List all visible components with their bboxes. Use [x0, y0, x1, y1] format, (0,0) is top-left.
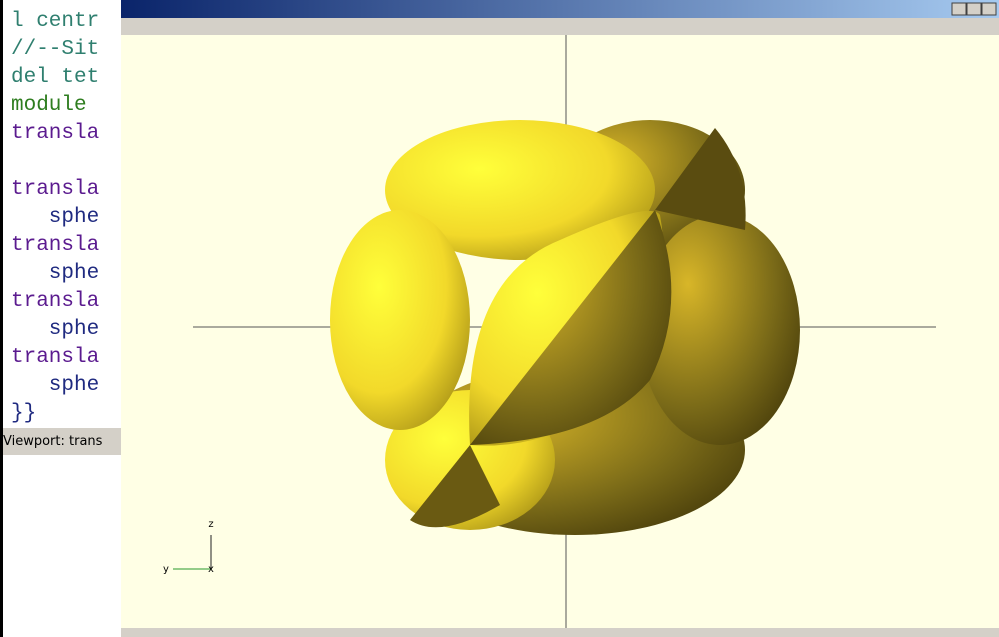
- code-line: transla: [11, 346, 100, 369]
- code-line: del tet: [11, 66, 100, 89]
- viewport[interactable]: z y x: [121, 0, 999, 637]
- model: [330, 120, 800, 535]
- code-line: module: [11, 94, 100, 117]
- console-text: Viewport: trans: [3, 434, 103, 449]
- console-body: [0, 455, 121, 637]
- code-line: sphe: [11, 318, 100, 341]
- code-line: sphe: [11, 262, 100, 285]
- title-bar: [121, 0, 999, 18]
- console: Viewport: trans: [0, 428, 121, 455]
- code-line: transla: [11, 234, 100, 257]
- axis-gizmo: z y x: [163, 519, 214, 575]
- code-line: transla: [11, 122, 100, 145]
- code-line: transla: [11, 178, 100, 201]
- code-line: l centr: [11, 10, 100, 33]
- code-line: transla: [11, 290, 100, 313]
- code-line: }}: [11, 402, 37, 425]
- code-line: sphe: [11, 206, 100, 229]
- code-editor[interactable]: l centr //--Sit del tet module transla t…: [0, 0, 121, 428]
- code-line: sphe: [11, 374, 100, 397]
- menu-strip: [121, 18, 999, 35]
- axis-label: x: [208, 564, 214, 575]
- axis-label: z: [208, 519, 213, 530]
- axis-label: y: [163, 564, 169, 575]
- code-line: //--Sit: [11, 38, 100, 61]
- status-strip: [121, 628, 999, 637]
- window-buttons[interactable]: [951, 2, 997, 16]
